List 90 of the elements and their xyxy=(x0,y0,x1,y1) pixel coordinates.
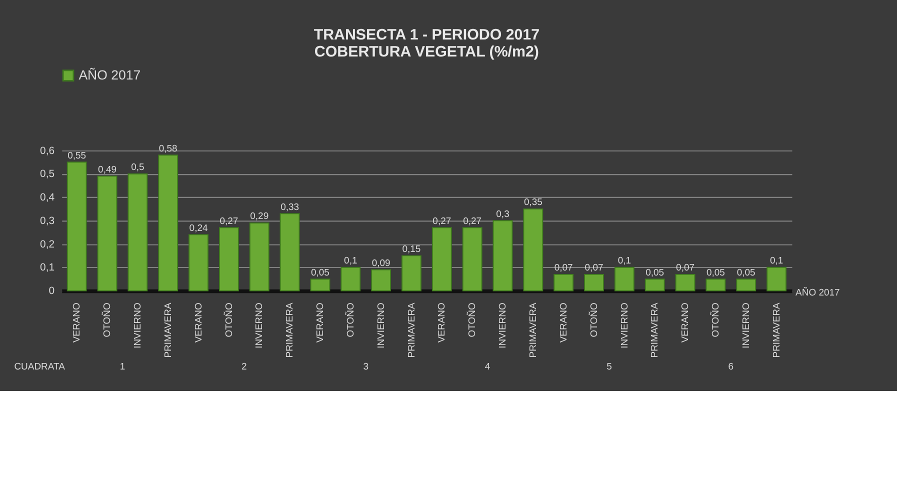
bar xyxy=(644,278,665,292)
bar xyxy=(371,269,392,292)
data-label: 0,05 xyxy=(736,267,756,278)
data-label: 0,33 xyxy=(280,202,300,213)
y-tick-label: 0,4 xyxy=(40,192,55,204)
bar xyxy=(188,234,208,292)
bar xyxy=(492,220,513,292)
bar xyxy=(462,227,482,292)
text: 6 xyxy=(728,361,734,372)
x-tick-label: VERANO xyxy=(436,302,448,343)
x-tick-label: OTOÑO xyxy=(222,302,235,338)
y-tick-label: 0,1 xyxy=(40,262,55,274)
x-tick-label: INVIERNO xyxy=(132,302,144,348)
x-tick-label: OTOÑO xyxy=(710,302,722,338)
bar xyxy=(340,266,361,292)
bar xyxy=(584,274,604,292)
text: 3 xyxy=(363,361,368,372)
data-label: 0,3 xyxy=(496,208,510,220)
data-label: 0,1 xyxy=(344,256,358,267)
text: TRANSECTA 1 - PERIODO 2017 xyxy=(314,26,540,44)
data-label: 0,35 xyxy=(524,197,542,208)
bar xyxy=(310,278,330,292)
text: 2 xyxy=(242,361,247,372)
x-tick-label: VERANO xyxy=(315,302,326,343)
bar xyxy=(402,255,422,292)
data-label: 0,05 xyxy=(706,267,725,278)
x-tick-label: VERANO xyxy=(680,302,692,343)
bar xyxy=(66,162,87,292)
y-tick-label: 0,3 xyxy=(40,216,55,227)
data-label: 0,07 xyxy=(554,262,573,274)
data-label: 0,55 xyxy=(68,150,86,162)
data-label: 0,07 xyxy=(584,262,604,274)
data-label: 0,05 xyxy=(646,267,664,278)
x-tick-label: PRIMAVERA xyxy=(284,302,296,358)
data-label: 0,24 xyxy=(189,222,208,234)
y-tick-label: 0,2 xyxy=(40,239,55,250)
x-tick-label: INVIERNO xyxy=(619,302,630,348)
bar xyxy=(218,227,239,292)
y-tick-label: 0,6 xyxy=(40,146,55,157)
x-tick-label: OTOÑO xyxy=(101,302,114,338)
x-tick-label: VERANO xyxy=(72,302,83,343)
data-label: 0,27 xyxy=(220,216,238,227)
x-tick-label: INVIERNO xyxy=(376,302,387,348)
bar xyxy=(614,266,634,292)
data-label: 0,09 xyxy=(372,258,390,269)
data-label: 0,15 xyxy=(402,244,421,255)
bar xyxy=(128,173,148,292)
x-axis-title: CUADRATA xyxy=(14,361,66,372)
x-tick-label: PRIMAVERA xyxy=(162,302,174,358)
text: 5 xyxy=(606,361,612,372)
x-tick-label: PRIMAVERA xyxy=(771,302,782,358)
legend-label: AÑO 2017 xyxy=(78,67,141,82)
data-label: 0,27 xyxy=(463,216,482,227)
bar xyxy=(432,227,452,292)
data-label: 0,5 xyxy=(131,162,144,174)
x-tick-label: OTOÑO xyxy=(344,302,356,338)
x-tick-label: VERANO xyxy=(193,302,204,343)
bar xyxy=(554,274,574,292)
bar xyxy=(97,176,118,292)
bar xyxy=(706,278,726,292)
x-tick-label: OTOÑO xyxy=(588,302,600,338)
bar xyxy=(766,266,786,292)
y-tick-label: 0,5 xyxy=(40,169,55,180)
bar xyxy=(249,222,270,292)
bar xyxy=(280,213,300,292)
bar xyxy=(158,154,178,292)
x-tick-label: PRIMAVERA xyxy=(650,302,661,358)
text: 1 xyxy=(120,361,126,372)
x-tick-label: PRIMAVERA xyxy=(406,302,418,358)
x-tick-label: INVIERNO xyxy=(254,302,266,348)
text: AÑO 2017 xyxy=(796,288,840,299)
x-tick-label: OTOÑO xyxy=(466,302,478,338)
x-tick-label: PRIMAVERA xyxy=(528,302,540,358)
x-tick-label: INVIERNO xyxy=(498,302,509,348)
data-label: 0,07 xyxy=(676,262,694,274)
x-tick-label: INVIERNO xyxy=(740,302,752,348)
data-label: 0,1 xyxy=(770,256,784,267)
x-tick-label: VERANO xyxy=(558,302,570,343)
bar xyxy=(675,274,696,292)
bar xyxy=(523,208,544,292)
text: 4 xyxy=(484,361,490,372)
data-label: 0,05 xyxy=(310,267,330,278)
text: COBERTURA VEGETAL (%/m2) xyxy=(314,44,539,61)
data-label: 0,49 xyxy=(98,164,116,176)
data-label: 0,58 xyxy=(158,143,178,154)
y-tick-label: 0 xyxy=(48,286,55,298)
data-label: 0,29 xyxy=(250,211,269,222)
bar xyxy=(736,278,756,292)
data-label: 0,1 xyxy=(618,256,632,267)
data-label: 0,27 xyxy=(432,216,452,227)
